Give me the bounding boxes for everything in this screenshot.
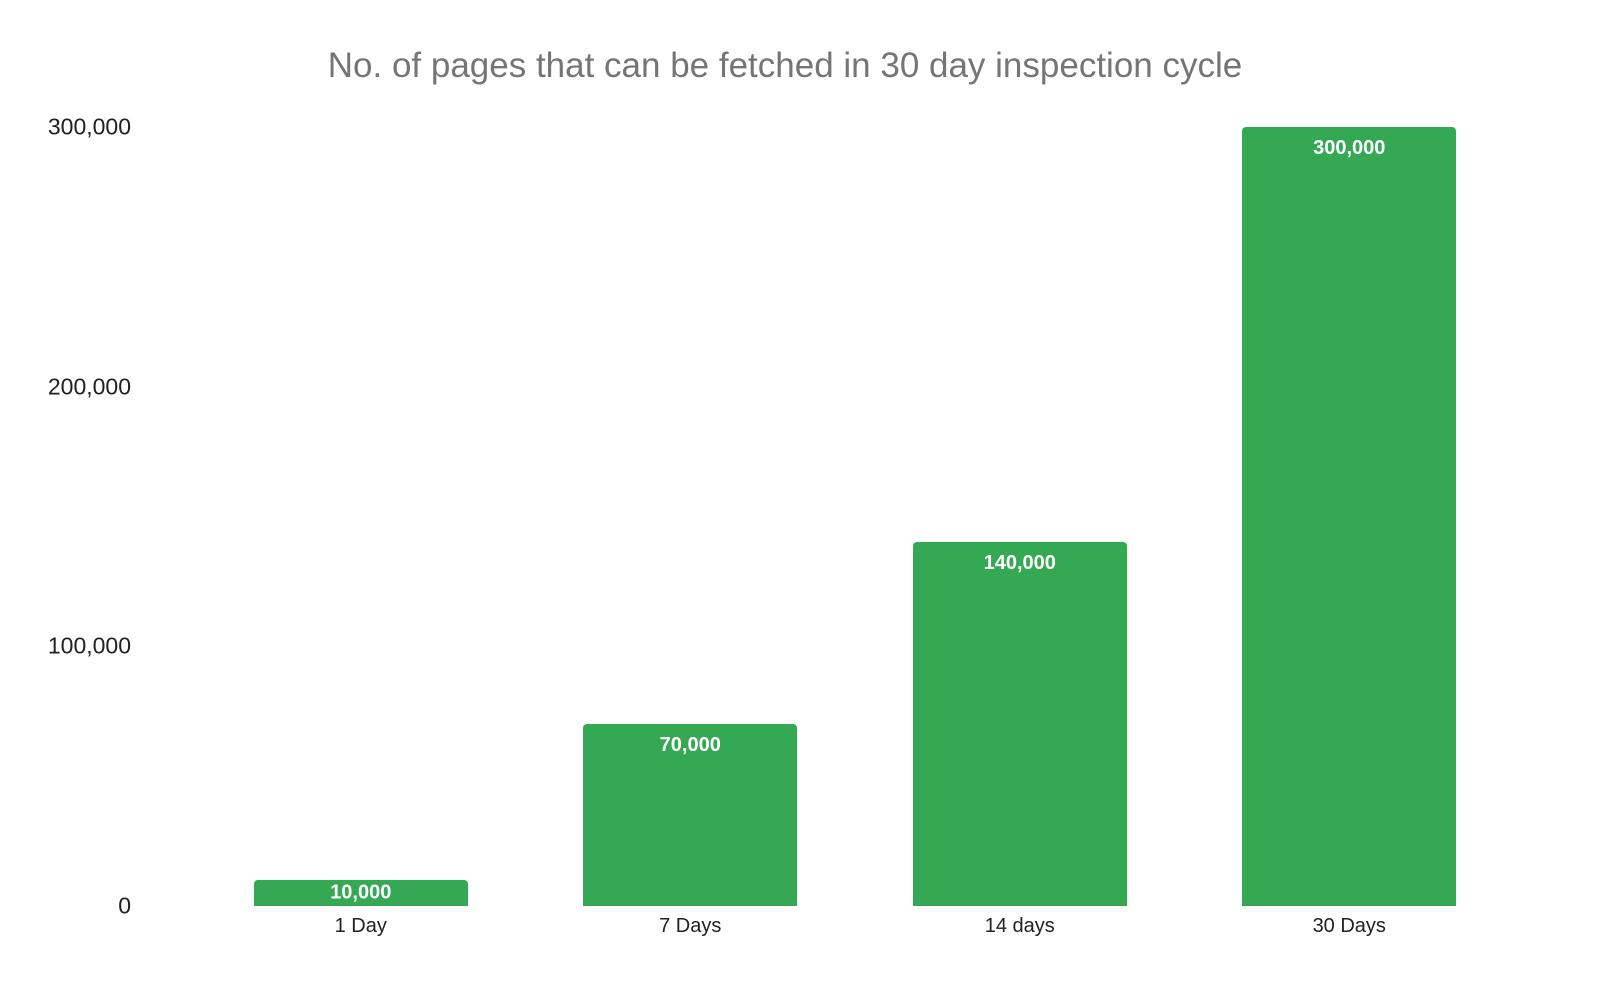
chart-title: No. of pages that can be fetched in 30 d… <box>327 46 1243 85</box>
x-tick-label: 14 days <box>984 915 1055 937</box>
bar-slot: 70,000 <box>526 127 856 906</box>
x-tick-label: 30 Days <box>1312 915 1386 937</box>
x-tick-label: 7 Days <box>659 915 722 937</box>
x-tick-label: 1 Day <box>334 915 387 937</box>
bar-value-label: 70,000 <box>659 734 721 757</box>
bar-value-label: 140,000 <box>983 552 1056 575</box>
y-tick-label: 0 <box>118 892 131 919</box>
y-tick-label: 200,000 <box>47 373 131 400</box>
y-axis: 0 100,000 200,000 300,000 <box>0 114 131 919</box>
bar[interactable]: 300,000 <box>1242 127 1457 906</box>
bar-slot: 300,000 <box>1185 127 1515 906</box>
bar[interactable]: 10,000 <box>253 880 468 906</box>
x-axis: 1 Day 7 Days 14 days 30 Days <box>196 915 1514 938</box>
bar-value-label: 300,000 <box>1313 137 1386 159</box>
bar[interactable]: 70,000 <box>583 724 798 906</box>
y-tick-label: 100,000 <box>47 632 131 659</box>
bar-slot: 140,000 <box>855 127 1185 906</box>
plot-area: 10,000 70,000 140,000 300,000 <box>196 127 1514 906</box>
bar-slot: 10,000 <box>196 127 526 906</box>
bar[interactable]: 140,000 <box>912 542 1127 906</box>
bar-value-label: 10,000 <box>330 881 392 904</box>
y-tick-label: 300,000 <box>47 113 131 140</box>
